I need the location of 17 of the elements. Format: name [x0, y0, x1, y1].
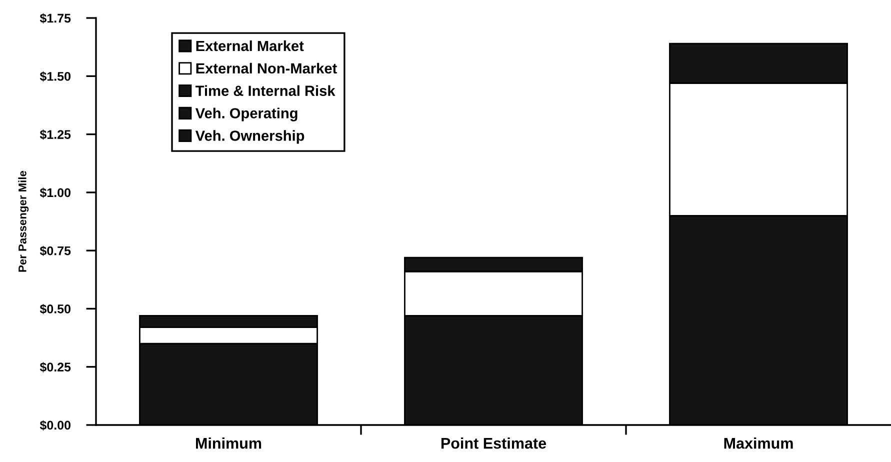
- y-tick-label: $1.75: [40, 13, 71, 24]
- y-tick-label: $0.75: [40, 246, 71, 256]
- y-tick-label: $0.50: [40, 304, 70, 314]
- y-tick-label: $0.25: [40, 362, 71, 372]
- legend-label: External Non-Market: [196, 62, 337, 74]
- legend-label: Veh. Ownership: [195, 130, 304, 144]
- x-tick-label: Minimum: [196, 438, 262, 449]
- y-tick-label: $0.00: [40, 420, 70, 430]
- x-tick-label: Maximum: [724, 438, 793, 449]
- y-axis-title: Per Passenger Mile: [18, 170, 29, 272]
- legend-label: Time & Internal Risk: [196, 85, 336, 96]
- y-tick-label: $1.00: [40, 188, 70, 198]
- legend-label: Veh. Operating: [195, 108, 298, 122]
- y-tick-label: $1.25: [40, 130, 71, 140]
- x-tick-label: Point Estimate: [441, 438, 546, 449]
- legend-label: External Market: [196, 40, 304, 52]
- y-tick-label: $1.50: [40, 71, 70, 82]
